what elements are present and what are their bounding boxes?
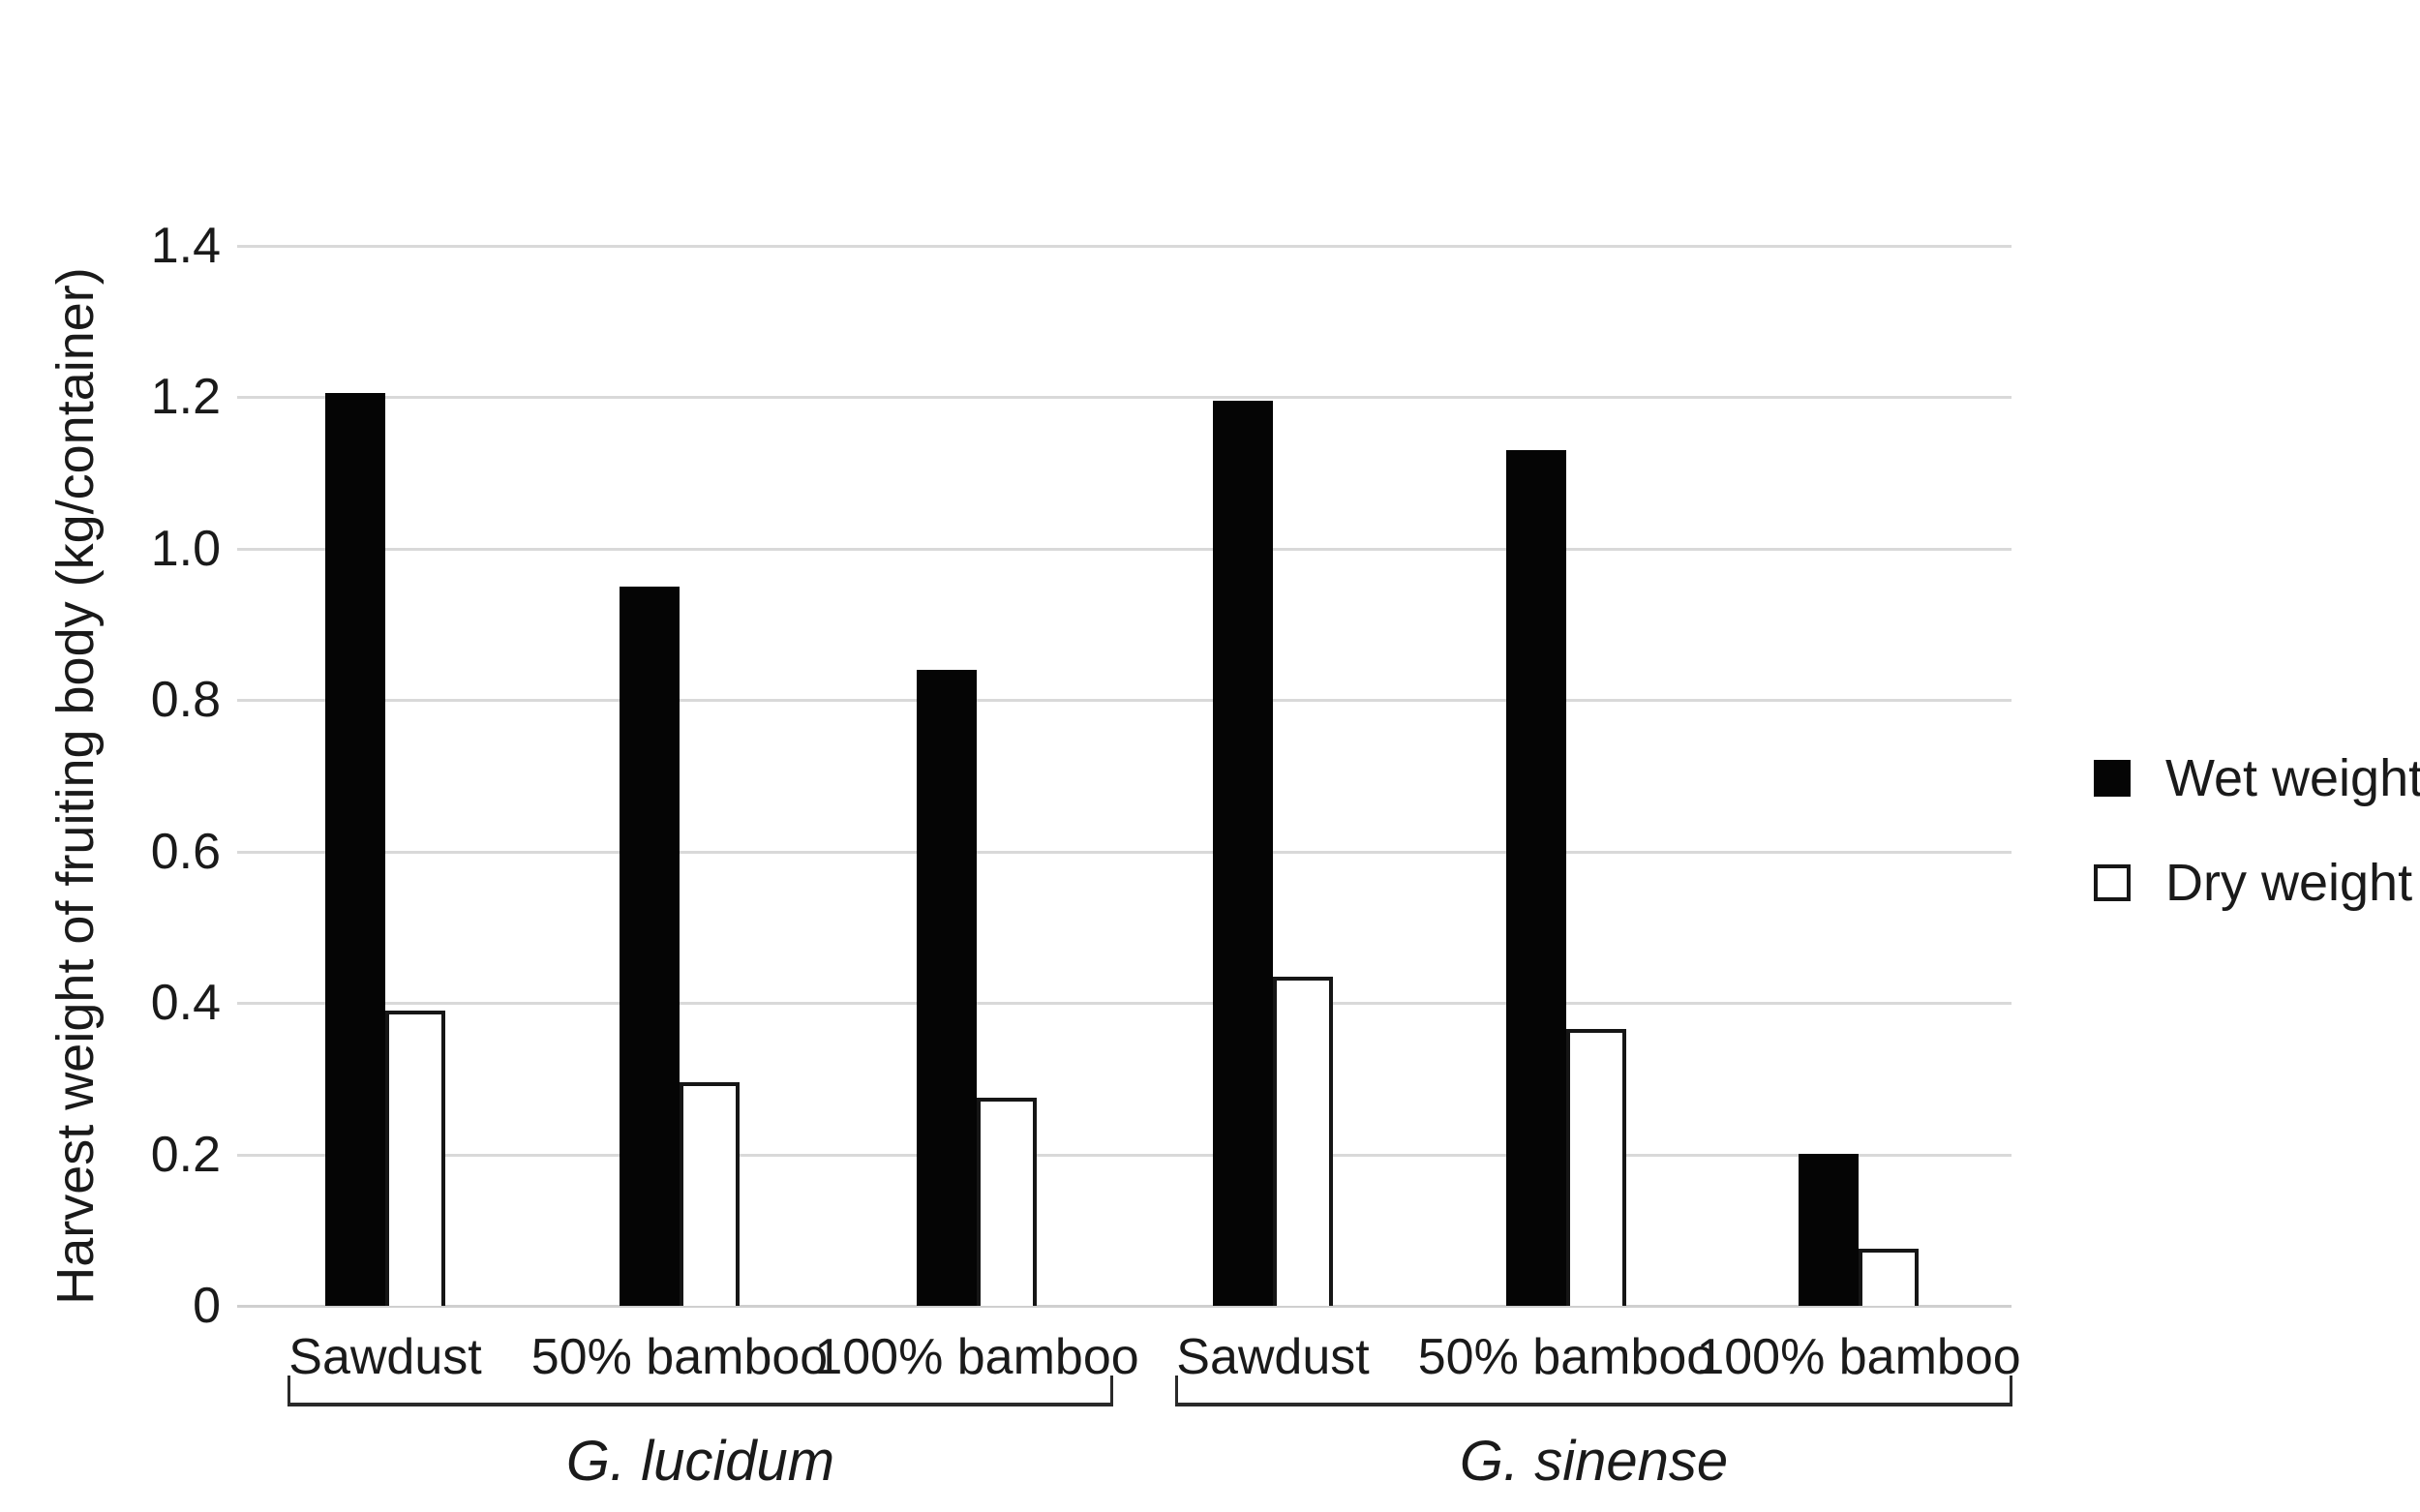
bar-wet-gsinense-50bamboo [1506,450,1566,1306]
gridline-0.8 [237,699,2012,702]
bar-dry-glucidum-100bamboo [977,1098,1037,1306]
legend-marker-filled-icon [2094,760,2131,797]
gridline-0.2 [237,1153,2012,1157]
x-tick-label-3: Sawdust [1176,1329,1370,1385]
gridline-1.0 [237,547,2012,551]
bar-wet-glucidum-100bamboo [917,670,977,1306]
x-tick-label-0: Sawdust [288,1329,482,1385]
bar-dry-glucidum-sawdust [385,1011,445,1306]
y-tick-label-0.4: 0.4 [150,975,221,1031]
legend-label-0: Wet weight [2165,749,2420,807]
gridline-0.4 [237,1002,2012,1005]
gridline-1.2 [237,396,2012,399]
bar-dry-gsinense-sawdust [1273,977,1333,1306]
bar-dry-glucidum-50bamboo [680,1082,740,1306]
y-tick-label-0.2: 0.2 [150,1126,221,1183]
x-tick-label-4: 50% bamboo [1417,1329,1715,1385]
group-bracket-0 [287,1376,1113,1406]
legend-label-1: Dry weight [2165,854,2413,912]
legend-row-filled: Wet weight [2094,748,2420,808]
y-tick-label-1.0: 1.0 [150,520,221,577]
gridline-0 [237,1305,2012,1308]
bar-dry-gsinense-100bamboo [1859,1249,1919,1306]
bar-wet-glucidum-50bamboo [620,587,680,1306]
group-label-0: G. lucidum [565,1430,835,1493]
group-label-1: G. sinense [1459,1430,1729,1493]
y-tick-label-0.8: 0.8 [150,672,221,728]
x-tick-label-1: 50% bamboo [530,1329,829,1385]
legend-row-outlined: Dry weight [2094,853,2412,913]
group-bracket-1 [1175,1376,2012,1406]
gridline-1.4 [237,244,2012,248]
bar-wet-gsinense-100bamboo [1799,1154,1859,1306]
gridline-0.6 [237,850,2012,854]
legend-marker-outlined-icon [2094,864,2131,901]
bar-wet-gsinense-sawdust [1213,401,1273,1306]
y-tick-label-0.6: 0.6 [150,823,221,880]
y-tick-label-1.4: 1.4 [150,217,221,274]
y-tick-label-1.2: 1.2 [150,369,221,425]
bar-wet-glucidum-sawdust [325,393,385,1306]
x-tick-label-5: 100% bamboo [1696,1329,2021,1385]
bar-dry-gsinense-50bamboo [1566,1029,1626,1306]
x-tick-label-2: 100% bamboo [814,1329,1139,1385]
y-tick-label-0: 0 [193,1278,221,1334]
